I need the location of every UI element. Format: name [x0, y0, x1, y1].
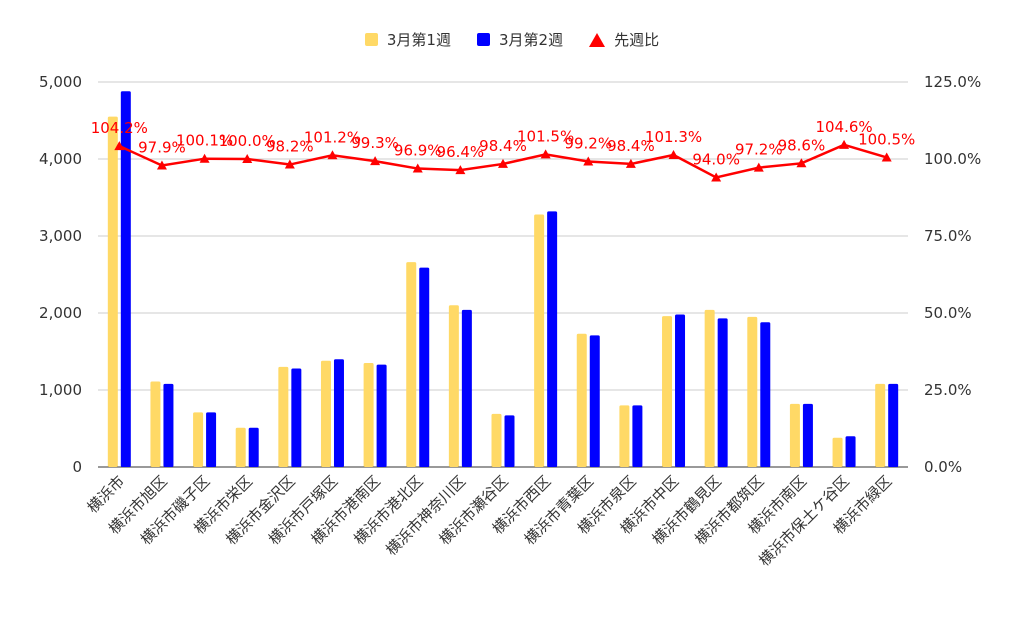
- bar-week1: [278, 366, 289, 467]
- bar-week1: [406, 262, 417, 467]
- y-right-tick-label: 125.0%: [924, 73, 981, 91]
- bar-week2: [419, 267, 430, 467]
- ratio-data-label: 98.4%: [607, 137, 655, 155]
- ratio-data-label: 101.5%: [517, 127, 574, 145]
- ratio-data-label: 98.6%: [778, 136, 826, 154]
- bar-week2: [888, 383, 899, 467]
- ratio-point: [796, 158, 807, 168]
- bar-week1: [662, 316, 673, 467]
- ratio-point: [498, 158, 508, 168]
- bar-week2: [845, 436, 856, 467]
- ratio-data-label: 99.3%: [351, 134, 399, 152]
- bar-week2: [717, 318, 728, 467]
- bar-week2: [589, 335, 600, 467]
- y-left-tick-label: 5,000: [39, 73, 82, 91]
- ratio-point: [412, 163, 423, 173]
- ratio-data-label: 96.9%: [394, 142, 442, 160]
- ratio-data-label: 100.5%: [858, 130, 915, 148]
- bar-week2: [248, 427, 259, 467]
- bar-week1: [704, 309, 715, 467]
- ratio-point: [881, 152, 892, 162]
- ratio-data-label: 104.2%: [91, 119, 148, 137]
- bar-week2: [504, 415, 515, 467]
- ratio-data-label: 94.0%: [692, 150, 740, 168]
- ratio-data-label: 97.2%: [735, 141, 783, 159]
- y-left-tick-label: 3,000: [39, 227, 82, 245]
- bar-week1: [193, 412, 204, 467]
- ratio-data-label: 100.0%: [219, 132, 276, 150]
- ratio-point: [242, 154, 253, 163]
- ratio-point: [625, 158, 636, 168]
- bar-week2: [291, 368, 302, 467]
- legend-label-ratio: 先週比: [614, 31, 660, 49]
- bar-week1: [363, 363, 374, 467]
- ratio-point: [540, 149, 551, 159]
- legend-label-week1: 3月第1週: [386, 31, 451, 49]
- legend-item-week1[interactable]: 3月第1週: [364, 29, 451, 50]
- ratio-point: [114, 141, 125, 151]
- bar-week1: [789, 403, 800, 467]
- bar-week1: [619, 405, 630, 467]
- bar-week2: [163, 383, 174, 467]
- ratio-point: [284, 159, 295, 169]
- y-left-tick-label: 0: [72, 458, 82, 476]
- ratio-point: [839, 139, 850, 149]
- bar-week1: [150, 381, 161, 467]
- bar-week2: [632, 405, 643, 467]
- ratio-point: [711, 172, 722, 182]
- legend-item-ratio[interactable]: 先週比: [589, 29, 659, 50]
- legend-item-week2[interactable]: 3月第2週: [476, 29, 564, 50]
- bar-week2: [461, 309, 472, 467]
- y-left-tick-label: 4,000: [39, 150, 82, 168]
- ratio-point: [156, 160, 167, 170]
- y-right-tick-label: 100.0%: [924, 150, 981, 168]
- bar-week1: [534, 214, 545, 467]
- ratio-data-label: 98.2%: [266, 138, 314, 156]
- bar-week1: [832, 437, 843, 467]
- bar-week2: [760, 322, 771, 467]
- bar-week2: [547, 211, 558, 467]
- ratio-data-label: 98.4%: [479, 137, 527, 155]
- ratio-data-label: 101.3%: [645, 128, 702, 146]
- ratio-data-label: 96.4%: [437, 143, 485, 161]
- bar-week2: [206, 412, 217, 467]
- bar-week1: [576, 333, 587, 467]
- bar-week1: [320, 360, 331, 467]
- ratio-data-label: 104.6%: [815, 118, 872, 136]
- ratio-data-label: 101.2%: [304, 128, 361, 146]
- bar-week2: [333, 359, 344, 467]
- ratio-point: [370, 156, 381, 166]
- y-left-tick-label: 1,000: [39, 381, 82, 399]
- y-right-tick-label: 25.0%: [924, 381, 972, 399]
- bar-week2: [675, 314, 686, 467]
- ratio-point: [327, 150, 338, 160]
- legend-label-week2: 3月第2週: [498, 31, 564, 49]
- y-right-tick-label: 0.0%: [924, 458, 962, 476]
- bar-week1: [235, 427, 246, 467]
- y-right-tick-label: 75.0%: [924, 227, 972, 245]
- bar-week2: [120, 91, 131, 468]
- ratio-data-label: 97.9%: [138, 138, 186, 156]
- bar-week1: [448, 305, 459, 467]
- ratio-data-label: 99.2%: [564, 134, 612, 152]
- bar-week1: [107, 116, 118, 468]
- bar-week1: [875, 383, 886, 467]
- bar-week2: [802, 403, 813, 467]
- y-right-tick-label: 50.0%: [924, 304, 972, 322]
- legend-swatch-week2: [476, 33, 490, 46]
- ratio-point: [668, 149, 679, 159]
- ratio-point: [455, 165, 466, 175]
- ratio-point: [753, 162, 764, 172]
- bar-week1: [747, 316, 758, 467]
- legend-swatch-week1: [364, 33, 378, 46]
- ratio-point: [583, 156, 594, 166]
- bar-week2: [376, 364, 387, 467]
- ratio-data-label: 100.1%: [176, 132, 233, 150]
- ratio-point: [199, 153, 210, 163]
- legend: 3月第1週 3月第2週 先週比: [0, 29, 1024, 50]
- y-left-tick-label: 2,000: [39, 304, 82, 322]
- bar-week1: [491, 413, 502, 467]
- legend-triangle-icon: [589, 32, 606, 47]
